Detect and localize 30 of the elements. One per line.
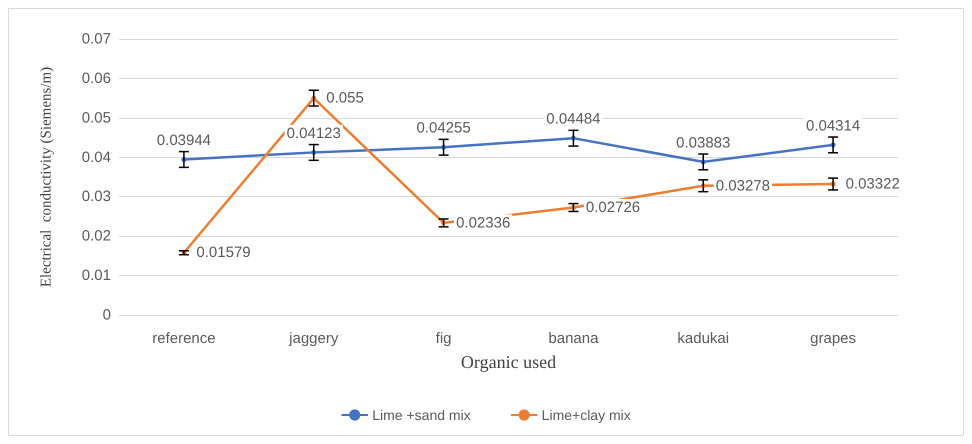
y-tick-label: 0 bbox=[102, 306, 111, 324]
data-label: 0.055 bbox=[326, 90, 364, 107]
x-tick-label: grapes bbox=[810, 330, 856, 347]
y-tick-label: 0.02 bbox=[82, 228, 111, 245]
y-tick-label: 0.06 bbox=[82, 70, 111, 87]
data-label: 0.03322 bbox=[846, 176, 900, 193]
data-label: 0.04484 bbox=[546, 110, 601, 128]
y-tick-label: 0.01 bbox=[82, 267, 111, 284]
x-axis-title: Organic used bbox=[460, 352, 556, 372]
x-tick-label: banana bbox=[548, 330, 600, 347]
data-label: 0.02726 bbox=[586, 199, 640, 216]
data-label: 0.03883 bbox=[676, 134, 730, 152]
data-label: 0.03278 bbox=[716, 177, 770, 194]
x-tick-label: fig bbox=[436, 330, 452, 347]
data-label: 0.04123 bbox=[286, 124, 341, 142]
x-tick-label: jaggery bbox=[288, 330, 339, 347]
y-tick-label: 0.05 bbox=[82, 109, 111, 126]
y-tick-label: 0.07 bbox=[82, 30, 111, 48]
y-tick-label: 0.03 bbox=[82, 188, 111, 206]
x-tick-label: reference bbox=[152, 330, 216, 347]
y-tick-label: 0.04 bbox=[82, 148, 111, 166]
data-label: 0.01579 bbox=[196, 244, 251, 262]
data-label: 0.04255 bbox=[416, 120, 471, 137]
data-label: 0.02336 bbox=[456, 214, 510, 232]
x-tick-label: kadukai bbox=[677, 330, 730, 347]
data-label: 0.03944 bbox=[156, 132, 212, 149]
y-axis-title: Electrical conductivity (Siemens/m) bbox=[38, 66, 54, 288]
data-label: 0.04314 bbox=[806, 117, 860, 134]
legend-label: Lime+clay mix bbox=[542, 407, 631, 423]
legend-label: Lime +sand mix bbox=[372, 407, 471, 423]
